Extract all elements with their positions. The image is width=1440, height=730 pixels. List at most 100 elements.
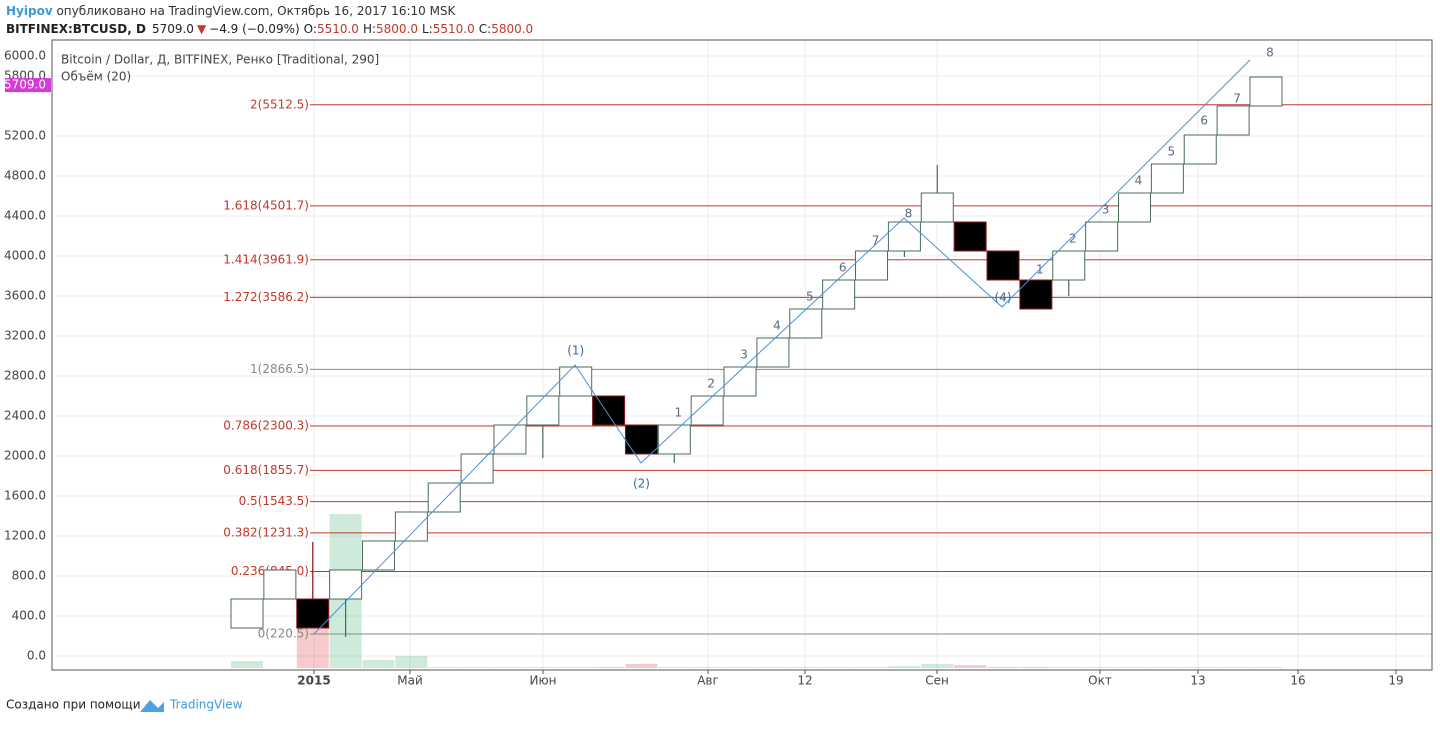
wave-label: 3 bbox=[1102, 203, 1110, 217]
x-tick-label: 12 bbox=[797, 674, 812, 688]
tradingview-logo bbox=[140, 700, 164, 712]
wave-label: 2 bbox=[707, 377, 715, 391]
l-label: L: bbox=[422, 22, 433, 36]
volume-bar bbox=[1019, 667, 1052, 668]
author[interactable]: Hyipov bbox=[6, 4, 53, 18]
wave-label: 5 bbox=[806, 290, 814, 304]
y-tick-label: 3600.0 bbox=[4, 289, 46, 303]
renko-brick bbox=[427, 482, 461, 513]
volume-bar bbox=[1085, 667, 1118, 668]
volume-bar bbox=[987, 667, 1020, 668]
volume-bar bbox=[625, 664, 658, 668]
wave-label: (1) bbox=[567, 344, 584, 358]
fib-level-label: 1.618(4501.7) bbox=[223, 198, 309, 212]
wave-label: 8 bbox=[1266, 46, 1274, 60]
wave-drawing bbox=[313, 59, 1251, 635]
volume-bar bbox=[888, 666, 921, 668]
renko-brick bbox=[624, 424, 658, 455]
volume-bar bbox=[1118, 667, 1151, 668]
footer-text: Создано при помощи bbox=[6, 698, 141, 712]
renko-brick bbox=[723, 366, 757, 397]
fib-level-label: 2(5512.5) bbox=[250, 97, 309, 111]
y-tick-label: 6000.0 bbox=[4, 49, 46, 63]
renko-brick bbox=[1216, 105, 1250, 136]
volume-bar bbox=[658, 667, 691, 668]
renko-brick bbox=[1085, 221, 1119, 252]
y-tick-label: 800.0 bbox=[12, 569, 46, 583]
renko-brick bbox=[855, 250, 889, 281]
volume-bar bbox=[1052, 667, 1085, 668]
renko-brick bbox=[756, 337, 790, 368]
x-tick-label: Сен bbox=[925, 674, 949, 688]
o: 5510.0 bbox=[317, 22, 359, 36]
renko-brick bbox=[887, 221, 921, 252]
volume-bar bbox=[493, 667, 526, 668]
wave-label: 6 bbox=[839, 261, 847, 275]
renko-brick bbox=[822, 279, 856, 310]
renko-brick bbox=[690, 395, 724, 426]
wave-label: 7 bbox=[1233, 92, 1241, 106]
c: 5800.0 bbox=[491, 22, 533, 36]
volume-bar bbox=[954, 665, 987, 668]
renko-brick bbox=[1183, 134, 1217, 165]
renko-brick bbox=[230, 598, 264, 629]
wave-label: 8 bbox=[905, 207, 913, 221]
x-tick-label: Окт bbox=[1088, 674, 1112, 688]
change: −4.9 (−0.09%) bbox=[209, 22, 300, 36]
y-tick-label: 400.0 bbox=[12, 609, 46, 623]
symbol: BITFINEX:BTCUSD, D bbox=[6, 22, 146, 36]
volume-bar bbox=[362, 660, 395, 668]
volume-bar bbox=[231, 661, 263, 668]
volume-bar bbox=[428, 667, 461, 668]
arrow: ▼ bbox=[197, 22, 207, 36]
fib-level-label: 0.382(1231.3) bbox=[223, 525, 309, 539]
renko-brick bbox=[361, 540, 395, 571]
fib-level-label: 1.414(3961.9) bbox=[223, 252, 309, 266]
y-tick-label: 2800.0 bbox=[4, 369, 46, 383]
renko-brick bbox=[1052, 250, 1086, 281]
volume-bar bbox=[691, 667, 724, 668]
x-tick-label: Июн bbox=[530, 674, 557, 688]
renko-brick bbox=[986, 250, 1020, 281]
renko-brick bbox=[920, 192, 954, 223]
l: 5510.0 bbox=[433, 22, 475, 36]
fib-level-label: 0.786(2300.3) bbox=[223, 418, 309, 432]
h-label: H: bbox=[363, 22, 376, 36]
price-tag bbox=[5, 78, 51, 93]
wave-label: 4 bbox=[1135, 174, 1143, 188]
footer-brand[interactable]: TradingView bbox=[169, 698, 243, 712]
wave-label: 6 bbox=[1200, 114, 1208, 128]
x-tick-label: Авг bbox=[697, 674, 719, 688]
renko-brick bbox=[1117, 192, 1151, 223]
volume-bar bbox=[461, 667, 494, 668]
h: 5800.0 bbox=[376, 22, 418, 36]
plot-frame bbox=[51, 39, 1433, 671]
chart-title: Bitcoin / Dollar, Д, BITFINEX, Ренко [Tr… bbox=[61, 53, 379, 67]
y-tick-label: 1600.0 bbox=[4, 489, 46, 503]
o-label: O: bbox=[304, 22, 317, 36]
y-tick-label: 3200.0 bbox=[4, 329, 46, 343]
renko-brick bbox=[296, 598, 330, 629]
fib-level-label: 0.5(1543.5) bbox=[239, 494, 309, 508]
renko-brick bbox=[559, 366, 593, 397]
x-tick-label: 2015 bbox=[297, 674, 330, 688]
price: 5709.0 bbox=[152, 22, 194, 36]
wave-label: 3 bbox=[740, 348, 748, 362]
header-line: Hyipov опубликовано на TradingView.com, … bbox=[6, 4, 457, 18]
x-tick-label: 16 bbox=[1290, 674, 1305, 688]
wave-label: 7 bbox=[872, 234, 880, 248]
renko-brick bbox=[1150, 163, 1184, 194]
volume-bar bbox=[789, 667, 822, 668]
wave-label: (4) bbox=[995, 291, 1012, 305]
wave-label: 4 bbox=[773, 319, 781, 333]
volume-bar bbox=[592, 667, 625, 668]
renko-brick bbox=[1249, 76, 1283, 107]
renko-brick bbox=[329, 569, 363, 600]
wave-label: 2 bbox=[1069, 232, 1077, 246]
volume-bar bbox=[395, 656, 428, 668]
fib-level-label: 1.272(3586.2) bbox=[223, 290, 309, 304]
quote-line: BITFINEX:BTCUSD, D 5709.0 ▼ −4.9 (−0.09%) O:… bbox=[6, 22, 533, 36]
y-tick-label: 2000.0 bbox=[4, 449, 46, 463]
volume-bar bbox=[1249, 667, 1282, 668]
volume-bar bbox=[526, 667, 559, 668]
